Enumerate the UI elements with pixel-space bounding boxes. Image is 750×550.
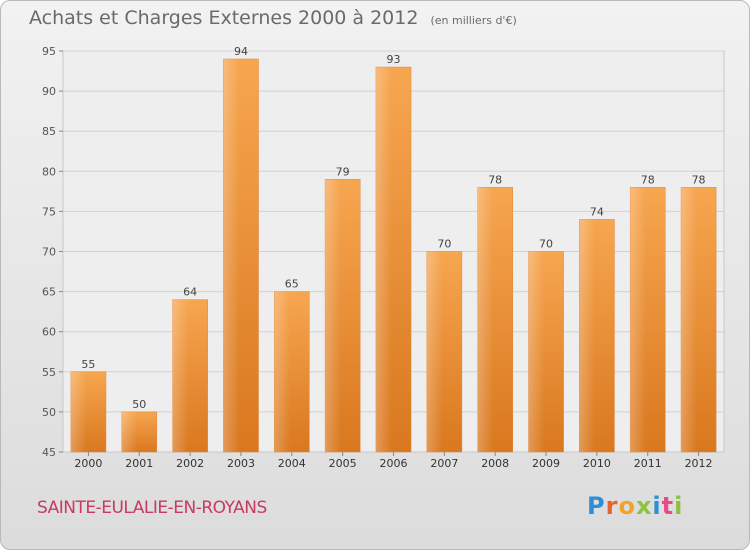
y-tick-label: 80 xyxy=(42,165,56,178)
value-label: 79 xyxy=(336,165,350,178)
value-label: 64 xyxy=(183,286,197,299)
x-tick-label: 2002 xyxy=(176,457,204,470)
value-label: 70 xyxy=(437,238,451,251)
bar-highlight xyxy=(477,187,494,452)
chart-subtitle: (en milliers d'€) xyxy=(430,14,517,27)
bar-highlight xyxy=(681,187,697,452)
y-tick-label: 50 xyxy=(42,406,56,419)
bar-highlight xyxy=(375,67,392,452)
y-tick-label: 90 xyxy=(42,85,56,98)
y-tick-label: 85 xyxy=(42,125,56,138)
x-tick-label: 2008 xyxy=(481,457,509,470)
x-tick-label: 2009 xyxy=(532,457,560,470)
logo-letter: o xyxy=(618,492,636,520)
y-tick-label: 65 xyxy=(42,286,56,299)
town-name: SAINTE-EULALIE-EN-ROYANS xyxy=(37,498,267,518)
bar-highlight xyxy=(325,179,341,452)
logo-letter: t xyxy=(661,492,675,520)
chart-title-text: Achats et Charges Externes 2000 à 2012 xyxy=(29,7,419,29)
x-tick-label: 2001 xyxy=(125,457,153,470)
value-label: 50 xyxy=(132,398,146,411)
chart-title: Achats et Charges Externes 2000 à 2012 (e… xyxy=(29,7,517,29)
logo-letter: P xyxy=(587,492,606,520)
x-tick-label: 2004 xyxy=(278,457,306,470)
logo-letter: i xyxy=(674,492,684,520)
x-axis: 2000 2001 2002 2003 2004 2005 2006 2007 2008 2009… xyxy=(74,452,713,470)
bar-highlight xyxy=(528,251,545,452)
logo-letter: i xyxy=(652,492,662,520)
x-tick-label: 2003 xyxy=(227,457,255,470)
bar-highlight xyxy=(426,251,443,452)
value-labels: 55 50 64 94 65 79 93 70 78 70 74 78 78 xyxy=(81,45,705,411)
y-tick-label: 55 xyxy=(42,366,56,379)
x-tick-label: 2007 xyxy=(430,457,458,470)
value-label: 55 xyxy=(81,358,95,371)
y-tick-label: 70 xyxy=(42,246,56,259)
y-axis: 45 50 55 60 65 70 75 80 85 90 95 xyxy=(42,45,63,459)
value-label: 74 xyxy=(590,205,604,218)
value-label: 94 xyxy=(234,45,248,58)
x-tick-label: 2012 xyxy=(685,457,713,470)
value-label: 78 xyxy=(488,173,502,186)
bar-highlight xyxy=(121,411,138,452)
value-label: 78 xyxy=(641,173,655,186)
value-label: 65 xyxy=(285,278,299,291)
x-tick-label: 2010 xyxy=(583,457,611,470)
bar-highlight xyxy=(223,59,240,453)
bar-highlight xyxy=(630,187,646,452)
x-tick-label: 2011 xyxy=(634,457,662,470)
y-tick-label: 75 xyxy=(42,205,56,218)
logo-letter: r xyxy=(605,492,619,520)
bar-highlight xyxy=(172,299,189,452)
value-label: 93 xyxy=(387,53,401,66)
y-tick-label: 60 xyxy=(42,326,56,339)
value-label: 78 xyxy=(692,173,706,186)
y-tick-label: 95 xyxy=(42,45,56,58)
proxiti-logo: Proxiti xyxy=(587,492,683,520)
x-tick-label: 2000 xyxy=(74,457,102,470)
logo-letter: x xyxy=(635,492,653,520)
x-tick-label: 2006 xyxy=(380,457,408,470)
y-tick-label: 45 xyxy=(42,446,56,459)
value-label: 70 xyxy=(539,238,553,251)
bar-highlight xyxy=(579,219,596,452)
bar-highlight xyxy=(70,371,87,452)
bar-highlight xyxy=(274,291,291,452)
x-tick-label: 2005 xyxy=(329,457,357,470)
bars-group xyxy=(70,58,717,453)
